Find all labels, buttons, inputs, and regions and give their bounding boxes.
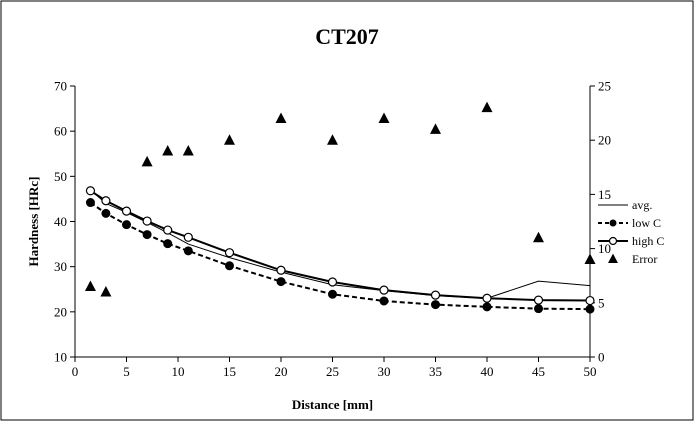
legend-marker-high-c [608, 236, 618, 246]
error-point [584, 253, 596, 264]
low-c-point [142, 230, 152, 240]
legend-label: high C [632, 234, 664, 248]
y-axis-title: Hardness [HRc] [26, 177, 41, 267]
error-point [182, 145, 194, 156]
x-tick-label: 40 [481, 364, 494, 379]
y-tick-label: 50 [54, 169, 67, 184]
error-point [100, 285, 112, 297]
y-tick-label: 30 [54, 259, 67, 274]
y-tick-label: 70 [54, 79, 67, 94]
y2-tick-label: 20 [598, 133, 611, 148]
legend-label: low C [632, 216, 661, 230]
y2-tick-label: 5 [598, 295, 605, 310]
x-tick-label: 45 [532, 364, 545, 379]
high-c-point [101, 196, 111, 206]
low-c-point [85, 198, 95, 208]
low-c-point [379, 296, 389, 306]
error-point [430, 123, 441, 134]
y-tick-label: 20 [54, 304, 67, 319]
low-c-point [482, 302, 492, 312]
x-tick-label: 25 [326, 364, 339, 379]
high-c-point [85, 186, 96, 196]
low-c-point [431, 300, 440, 310]
high-c-point [142, 216, 152, 226]
y2-tick-label: 0 [598, 350, 605, 365]
error-point [327, 134, 338, 145]
error-point [162, 145, 174, 156]
error-point [275, 112, 287, 124]
error-point [141, 155, 153, 167]
x-tick-label: 0 [72, 364, 79, 379]
high-c-point [327, 277, 338, 287]
y2-tick-label: 15 [598, 187, 611, 202]
chart-title: CT207 [315, 24, 379, 49]
error-point [378, 112, 390, 124]
low-c-point [276, 277, 286, 287]
low-c-point [163, 239, 173, 249]
error-point [481, 101, 493, 113]
high-c-point [183, 232, 193, 242]
low-c-point [122, 220, 131, 230]
x-tick-label: 35 [429, 364, 442, 379]
legend-label: avg. [632, 198, 652, 212]
high-c-point [533, 295, 544, 305]
high-c-point [482, 293, 492, 303]
legend-marker-low-c [609, 219, 617, 227]
low-c-point [101, 208, 111, 218]
high-c-point [121, 206, 132, 216]
legend-marker-error [608, 253, 618, 264]
high-c-point [224, 248, 235, 258]
x-tick-label: 10 [172, 364, 185, 379]
y-tick-label: 60 [54, 124, 67, 139]
plot-area: 10 20 30 40 50 60 70 0 5 10 15 20 25 0 5 10 15 20 25 30 35 40… [54, 79, 611, 380]
x-tick-label: 30 [378, 364, 391, 379]
high-c-point [430, 290, 441, 300]
error-point [533, 231, 544, 243]
low-c-point [585, 304, 595, 314]
y2-tick-label: 10 [598, 241, 611, 256]
high-c-point [379, 285, 389, 295]
legend: avg. low C high C Error [598, 198, 664, 266]
x-tick-label: 15 [223, 364, 236, 379]
x-tick-label: 20 [275, 364, 288, 379]
series-low-c-line [89, 201, 591, 311]
high-c-point [585, 295, 595, 306]
x-axis-title: Distance [mm] [292, 397, 373, 412]
y2-tick-label: 25 [598, 79, 611, 94]
error-point [84, 280, 96, 292]
low-c-point [225, 261, 234, 271]
x-tick-label: 50 [584, 364, 597, 379]
low-c-point [328, 289, 337, 299]
y-tick-label: 40 [54, 214, 67, 229]
x-tick-label: 5 [123, 364, 130, 379]
error-point [224, 134, 235, 145]
high-c-point [163, 225, 173, 235]
low-c-point [534, 304, 543, 314]
y-tick-label: 10 [54, 350, 67, 365]
low-c-point [183, 246, 193, 256]
high-c-point [276, 265, 286, 275]
legend-label: Error [632, 252, 657, 266]
